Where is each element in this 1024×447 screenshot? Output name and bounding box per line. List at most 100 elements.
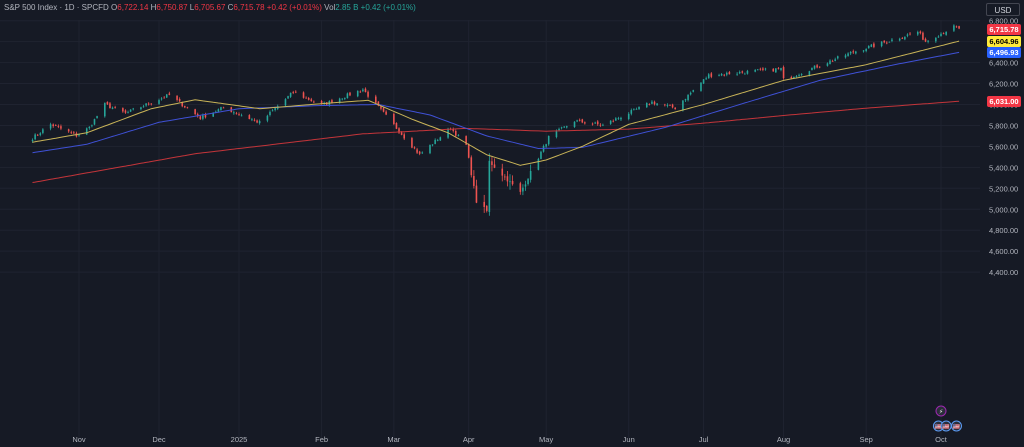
- candle-body: [725, 72, 728, 75]
- candle-body: [233, 112, 235, 114]
- volume-change: +0.42 (+0.01%): [360, 3, 416, 12]
- candle-body: [578, 119, 581, 121]
- symbol-title[interactable]: S&P 500 Index · 1D · SPCFD: [4, 3, 109, 12]
- candle-body: [73, 132, 75, 134]
- candle-body: [547, 135, 550, 145]
- x-tick-label: 2025: [231, 435, 248, 444]
- candle-body: [266, 115, 269, 121]
- candle-body: [413, 147, 416, 149]
- candle-body: [60, 126, 62, 129]
- event-marker-symbol: 🇺🇸: [953, 423, 961, 431]
- candle-body: [289, 92, 292, 97]
- candle-body: [158, 100, 160, 104]
- candle-body: [599, 124, 602, 126]
- y-tick-label: 5,800.00: [989, 121, 1018, 130]
- candle-body: [904, 36, 906, 40]
- candle-body: [924, 38, 927, 42]
- chart-legend-header: S&P 500 Index · 1D · SPCFD O6,722.14 H6,…: [4, 3, 416, 12]
- y-tick-label: 4,800.00: [989, 226, 1018, 235]
- candle-body: [800, 73, 803, 75]
- candle-body: [674, 107, 676, 110]
- candle-body: [181, 101, 184, 107]
- candle-body: [811, 67, 813, 71]
- candle-body: [573, 121, 576, 127]
- candle-body: [235, 113, 238, 115]
- candle-body: [829, 60, 831, 65]
- candle-body: [439, 137, 442, 141]
- candle-body: [313, 101, 315, 103]
- candle-body: [746, 70, 749, 74]
- short-moving-average-line: [32, 40, 960, 166]
- candle-body: [942, 33, 945, 35]
- candle-body: [777, 68, 780, 70]
- candle-body: [416, 149, 418, 153]
- candle-body: [744, 73, 746, 75]
- candle-body: [127, 111, 129, 113]
- candle-body: [91, 125, 93, 127]
- candle-body: [922, 32, 924, 40]
- candle-body: [798, 74, 800, 76]
- candle-body: [176, 95, 178, 100]
- candle-body: [398, 128, 400, 133]
- candle-body: [682, 100, 684, 111]
- candle-body: [178, 99, 181, 102]
- candle-body: [212, 112, 215, 117]
- candle-body: [617, 118, 620, 120]
- event-marker-icon[interactable]: [935, 405, 947, 417]
- candle-body: [106, 101, 109, 105]
- economic-event-flag-icon[interactable]: [950, 420, 962, 432]
- candle-body: [488, 160, 491, 212]
- candle-body: [689, 92, 692, 95]
- y-tick-label: 5,000.00: [989, 205, 1018, 214]
- change-value: +0.42 (+0.01%): [266, 3, 322, 12]
- candle-body: [305, 97, 307, 99]
- event-marker-symbol: ⚡: [939, 409, 943, 416]
- candle-body: [609, 120, 612, 124]
- candle-body: [818, 66, 821, 68]
- long-moving-average-line: [32, 100, 960, 183]
- candle-body: [558, 128, 560, 131]
- high-label: H: [150, 3, 157, 12]
- candle-body: [687, 94, 689, 101]
- candle-body: [271, 110, 274, 112]
- candle-body: [52, 124, 54, 127]
- candle-body: [199, 116, 202, 120]
- x-tick-label: Dec: [152, 435, 166, 444]
- candle-body: [163, 97, 165, 99]
- candle-body: [393, 113, 395, 125]
- candle-body: [341, 98, 344, 100]
- candle-body: [506, 176, 509, 182]
- candle-body: [537, 158, 540, 170]
- candle-body: [310, 99, 313, 102]
- candle-body: [906, 34, 909, 36]
- candle-body: [692, 90, 695, 92]
- candle-body: [359, 91, 362, 93]
- candle-body: [836, 56, 839, 59]
- candle-body: [184, 106, 186, 108]
- candle-body: [862, 50, 865, 52]
- x-tick-label: Sep: [859, 435, 872, 444]
- candle-body: [132, 108, 134, 110]
- candle-body: [253, 119, 256, 121]
- candle-body: [627, 113, 630, 120]
- x-tick-label: Jul: [699, 435, 709, 444]
- candle-body: [256, 120, 258, 123]
- candle-body: [958, 26, 960, 29]
- candle-body: [374, 96, 377, 103]
- candle-body: [873, 43, 875, 47]
- candle-body: [816, 65, 818, 68]
- candle-body: [728, 72, 731, 75]
- candle-body: [403, 134, 405, 139]
- currency-button[interactable]: USD: [986, 3, 1020, 16]
- candle-body: [633, 108, 635, 110]
- candle-body: [901, 38, 904, 40]
- candle-body: [612, 120, 615, 122]
- y-tick-label: 5,600.00: [989, 142, 1018, 151]
- candle-body: [596, 121, 599, 125]
- candle-body: [39, 133, 42, 135]
- candle-body: [519, 183, 522, 192]
- candle-body: [455, 130, 457, 136]
- candle-body: [34, 134, 36, 140]
- candle-body: [780, 68, 782, 70]
